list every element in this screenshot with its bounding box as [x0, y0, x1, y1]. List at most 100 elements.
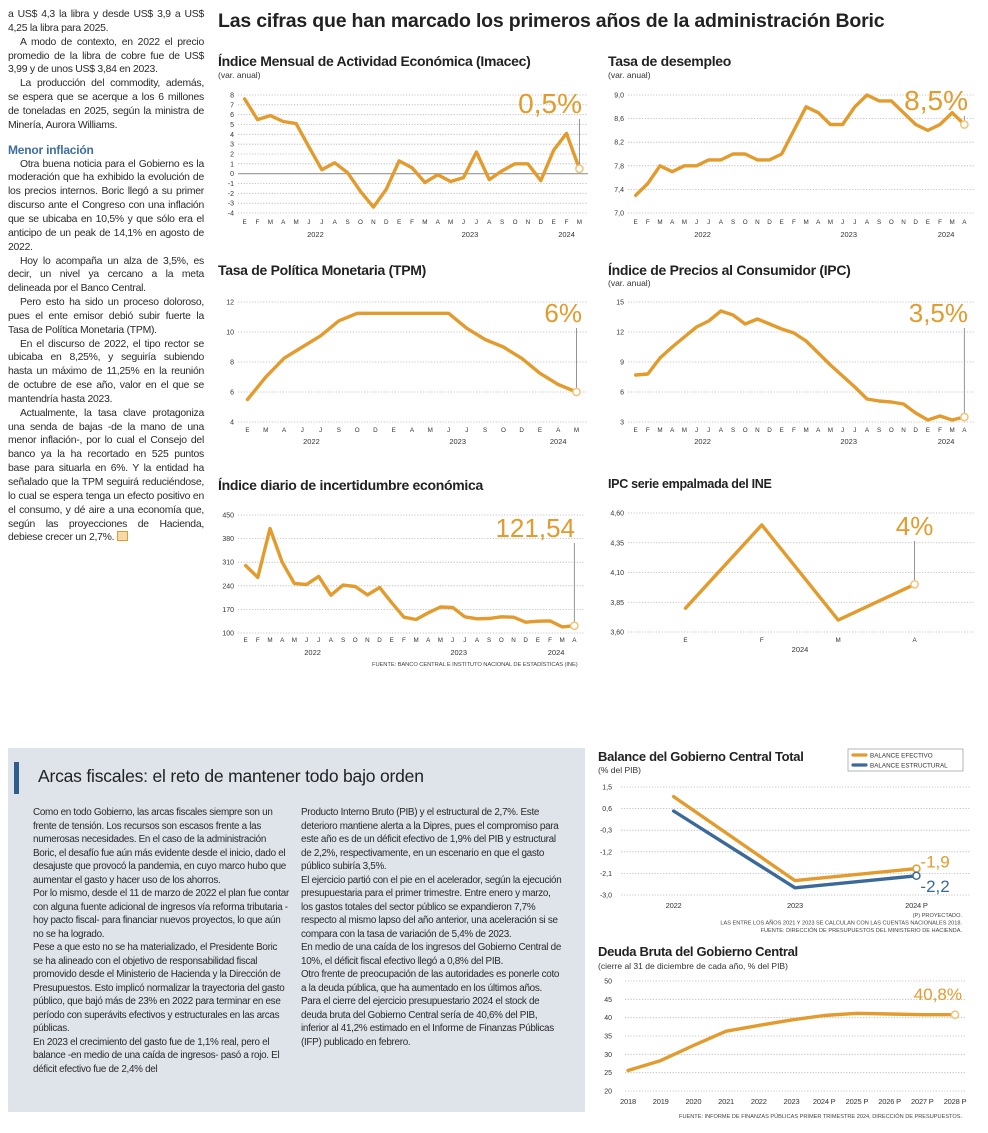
x-tick-label: A: [865, 219, 870, 226]
year-label: 2024: [548, 648, 565, 657]
value-callout: 6%: [544, 298, 582, 328]
chart-title-ipc-empalmada: IPC serie empalmada del INE: [608, 477, 772, 491]
x-tick-label: E: [552, 219, 556, 226]
x-tick-label: J: [317, 637, 320, 644]
value-callout: 3,5%: [909, 298, 968, 328]
x-tick-label: M: [836, 637, 841, 644]
x-tick-label: M: [268, 219, 273, 226]
chart-1: 9,08,68,27,87,47,0E F M A M J J A S O N D E F M A M J J A S O…: [614, 85, 974, 239]
x-tick-label: 2027 P: [911, 1097, 934, 1106]
box-paragraph: Otro frente de preocupación de las autor…: [301, 969, 560, 994]
y-tick-label: 100: [222, 631, 234, 638]
x-tick-label: J: [853, 219, 856, 226]
page-headline: Las cifras que han marcado los primeros …: [218, 10, 885, 32]
x-tick-label: J: [451, 637, 454, 644]
y-tick-label: 8,6: [614, 116, 624, 123]
chart-title-balance: Balance del Gobierno Central Total: [598, 749, 804, 764]
x-tick-label: O: [889, 427, 894, 434]
x-tick-label: 2028 P: [944, 1097, 967, 1106]
y-tick-label: 45: [604, 997, 612, 1004]
article-paragraph: A modo de contexto, en 2022 el precio pr…: [8, 36, 204, 76]
y-tick-label: 5: [230, 122, 234, 129]
year-label: 2022: [694, 437, 711, 446]
y-tick-label: 12: [226, 300, 234, 307]
x-tick-label: A: [865, 427, 870, 434]
article-paragraph-text: Actualmente, la tasa clave protagoniza u…: [8, 407, 204, 544]
y-tick-label: 20: [604, 1089, 612, 1096]
y-tick-label: 4,60: [610, 511, 624, 518]
x-tick-label: A: [719, 219, 724, 226]
y-tick-label: 4: [230, 132, 234, 139]
x-tick-label: F: [760, 637, 764, 644]
chart-6: 1,5 0,6 -0,3 -1,2 -2,1 -3,0 2022 2023 2024 P -1,9…: [600, 748, 971, 934]
box-paragraph: El ejercicio partió con el pie en el ace…: [301, 874, 562, 940]
chart-5: 4,60 4,35 4,10 3,85 3,60 E F M A 2024 4%: [610, 511, 974, 654]
x-tick-label: O: [353, 637, 358, 644]
x-tick-label: S: [487, 637, 491, 644]
x-tick-label: M: [828, 427, 833, 434]
series-line: [671, 794, 919, 883]
chart-note: LAS ENTRE LOS AÑOS 2021 Y 2023 SE CALCUL…: [720, 920, 962, 927]
x-tick-label: N: [901, 427, 906, 434]
x-tick-label: M: [560, 637, 565, 644]
fiscal-box: [8, 748, 585, 1112]
x-tick-label: M: [574, 427, 579, 434]
x-tick-label: E: [538, 427, 542, 434]
x-tick-label: J: [853, 427, 856, 434]
x-tick-label: A: [487, 219, 492, 226]
x-tick-label: M: [292, 637, 297, 644]
x-tick-label: M: [803, 427, 808, 434]
x-tick-label: F: [256, 637, 260, 644]
y-tick-label: -2,1: [600, 871, 612, 878]
article-left-column: a US$ 4,3 la libra y desde US$ 3,9 a US$…: [8, 8, 204, 545]
year-label: 2023: [449, 437, 466, 446]
x-tick-label: J: [465, 427, 468, 434]
x-tick-label: D: [767, 427, 772, 434]
y-tick-label: 310: [222, 560, 234, 567]
year-label: 2022: [303, 437, 320, 446]
x-tick-label: E: [244, 637, 248, 644]
x-tick-label: E: [390, 637, 394, 644]
series-line: [671, 809, 919, 890]
x-tick-label: O: [355, 427, 360, 434]
x-tick-label: S: [731, 427, 735, 434]
legend-box: [847, 748, 964, 772]
x-tick-label: E: [683, 637, 687, 644]
x-tick-label: A: [329, 637, 334, 644]
y-tick-label: -1,2: [600, 849, 612, 856]
x-tick-label: O: [743, 427, 748, 434]
last-point-marker: [569, 621, 579, 631]
x-tick-label: S: [341, 637, 345, 644]
y-tick-label: 170: [222, 607, 234, 614]
y-tick-label: -1: [228, 181, 234, 188]
y-tick-label: 4,10: [610, 570, 624, 577]
x-tick-label: E: [397, 219, 401, 226]
year-label: 2023: [462, 230, 479, 239]
article-paragraph: Otra buena noticia para el Gobierno es l…: [8, 158, 204, 253]
x-tick-label: F: [938, 427, 942, 434]
chart-title-deuda: Deuda Bruta del Gobierno Central: [598, 944, 798, 959]
y-tick-label: 6: [230, 390, 234, 397]
chart-source-row3: FUENTE: BANCO CENTRAL E INSTITUTO NACION…: [372, 662, 578, 668]
x-tick-label: J: [447, 427, 450, 434]
chart-subtitle-deuda: (cierre al 31 de diciembre de cada año, …: [598, 961, 788, 971]
legend-label: BALANCE EFECTIVO: [870, 753, 933, 760]
y-tick-label: 25: [604, 1070, 612, 1077]
x-tick-label: J: [462, 219, 465, 226]
x-tick-label: O: [358, 219, 363, 226]
year-label: 2023: [840, 230, 857, 239]
value-callout: 4%: [896, 511, 934, 541]
x-tick-label: A: [333, 219, 338, 226]
x-tick-label: N: [511, 637, 516, 644]
x-tick-label: A: [816, 427, 821, 434]
x-tick-label: E: [536, 637, 540, 644]
x-tick-label: E: [634, 219, 638, 226]
x-tick-label: N: [365, 637, 370, 644]
box-paragraph: En medio de una caída de los ingresos de…: [301, 942, 562, 967]
x-tick-label: A: [670, 219, 675, 226]
y-tick-label: 3,60: [610, 630, 624, 637]
y-tick-label: 15: [616, 300, 624, 307]
